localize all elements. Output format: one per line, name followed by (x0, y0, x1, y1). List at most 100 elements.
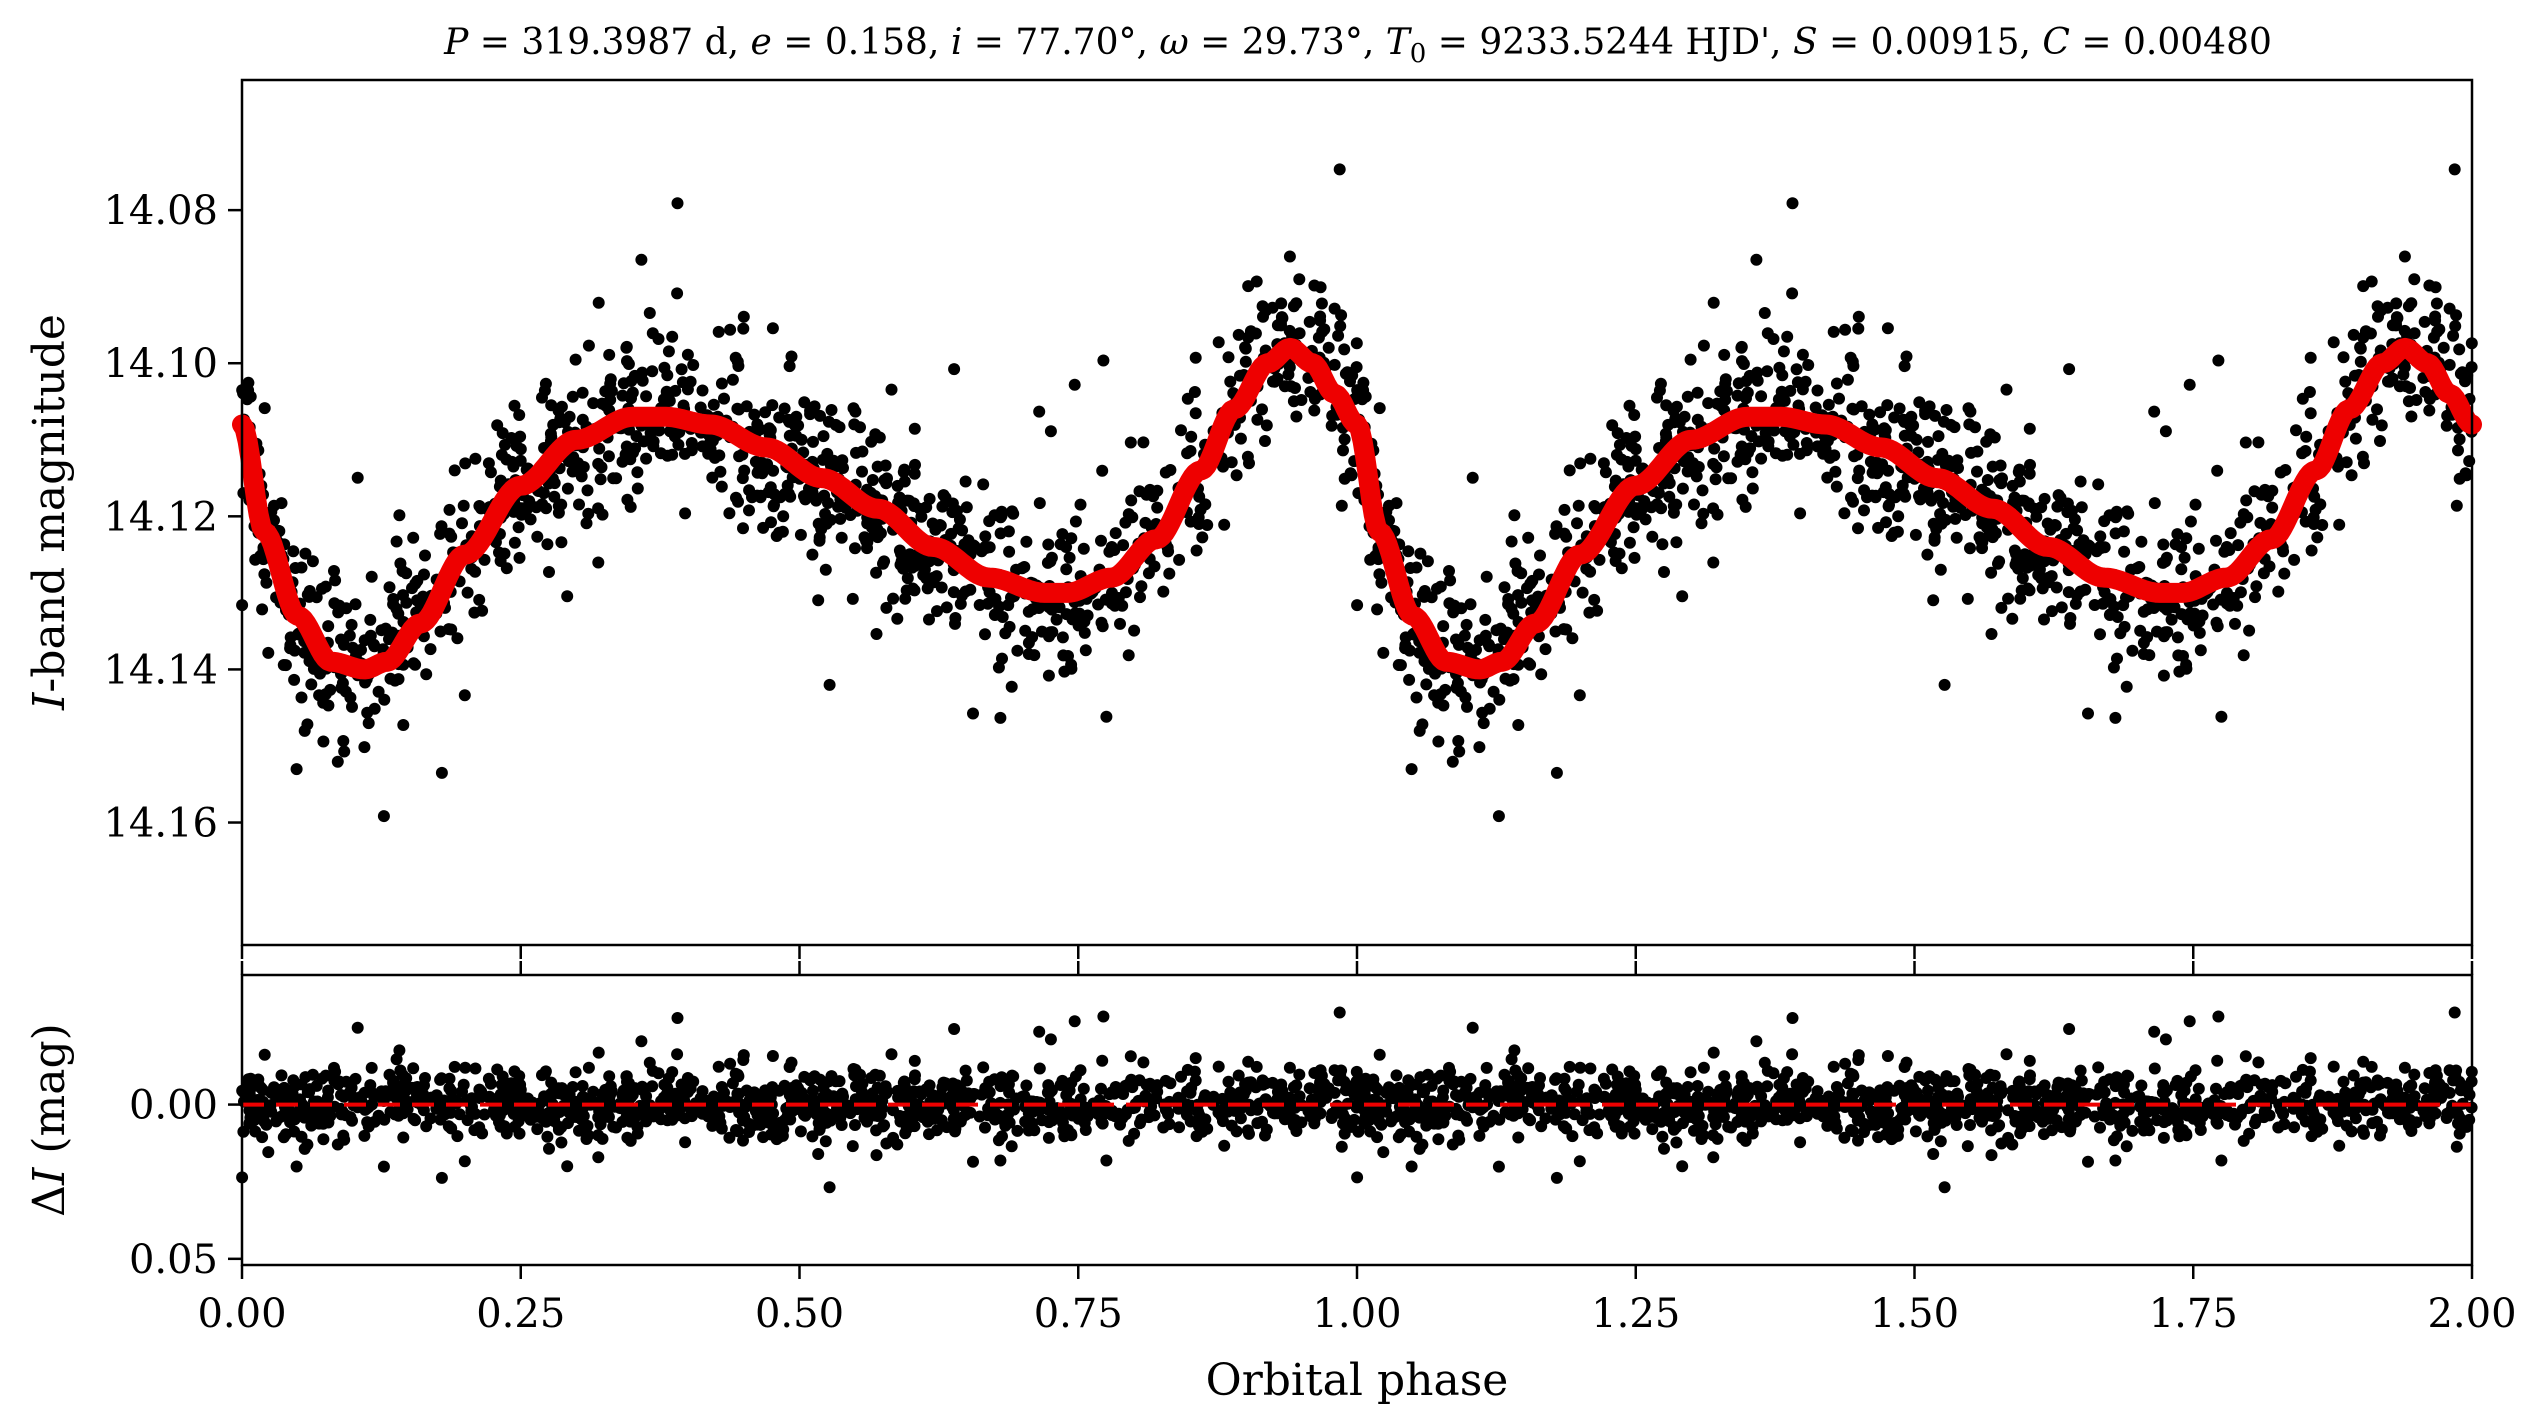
observation-point (2165, 613, 2178, 626)
residual-point (1237, 1088, 1250, 1101)
residual-point (581, 1119, 594, 1132)
observation-point (1418, 590, 1431, 603)
observation-point (604, 373, 617, 386)
observation-point (383, 633, 395, 646)
observation-point (1750, 253, 1763, 266)
residual-point (996, 1130, 1008, 1143)
observation-point (2098, 515, 2111, 528)
observation-point (1794, 507, 1807, 520)
observation-point (420, 668, 433, 681)
residual-point (1283, 1106, 1296, 1119)
observation-point (364, 613, 377, 626)
observation-point (594, 473, 607, 486)
observation-point (1460, 618, 1473, 631)
residual-point (804, 1072, 817, 1085)
residual-point (1711, 1132, 1724, 1145)
observation-point (1882, 464, 1895, 477)
observation-point (1333, 163, 1346, 176)
residual-point (397, 1078, 409, 1091)
observation-point (1432, 696, 1445, 709)
residual-point (2082, 1155, 2094, 1168)
observation-point (1846, 355, 1859, 368)
chart-title: P = 319.3987 d, e = 0.158, i = 77.70°, ω… (443, 22, 2272, 69)
observation-point (767, 500, 780, 513)
observation-point (566, 390, 579, 403)
residual-point (1071, 1108, 1084, 1121)
observation-point (718, 392, 730, 405)
observation-point (1522, 531, 1535, 544)
observation-point (2250, 580, 2263, 593)
observation-point (1922, 435, 1934, 448)
observation-point (1981, 474, 1994, 486)
observation-point (898, 475, 911, 488)
residual-point (538, 1067, 551, 1080)
residual-point (1394, 1105, 1407, 1118)
observation-point (2207, 598, 2220, 611)
residual-point (2347, 1069, 2360, 1082)
observation-point (2450, 499, 2463, 512)
residual-point (873, 1069, 886, 1082)
residual-point (602, 1111, 615, 1123)
observation-point (654, 447, 667, 460)
observation-point (2221, 587, 2233, 599)
observation-point (361, 706, 374, 719)
observation-point (1777, 345, 1790, 358)
observation-point (2094, 530, 2107, 543)
observation-point (2077, 534, 2090, 547)
residual-point (383, 1068, 396, 1081)
observation-point (1054, 538, 1067, 551)
observation-point (1293, 273, 1306, 286)
observation-point (1942, 456, 1955, 469)
residual-point (1786, 1012, 1799, 1024)
observation-point (2381, 301, 2394, 314)
observation-point (1416, 718, 1429, 731)
observation-point (829, 418, 842, 431)
observation-point (1888, 411, 1901, 424)
observation-point (1818, 438, 1831, 451)
observation-point (1996, 472, 2008, 485)
residual-point (737, 1049, 750, 1062)
observation-point (349, 598, 362, 611)
residual-point (1108, 1087, 1121, 1100)
residual-point (1242, 1076, 1255, 1089)
observation-point (540, 502, 553, 515)
observation-point (337, 638, 350, 651)
observation-point (1781, 448, 1794, 461)
observation-point (2366, 413, 2379, 426)
observation-point (1010, 563, 1023, 576)
observation-point (1802, 359, 1815, 371)
residual-point (2036, 1115, 2049, 1128)
observation-point (1944, 418, 1957, 431)
residual-point (1522, 1062, 1535, 1075)
observation-point (2109, 527, 2122, 540)
observation-point (807, 435, 819, 448)
observation-point (783, 429, 796, 442)
residual-point (1627, 1115, 1640, 1128)
observation-point (983, 515, 996, 528)
observation-point (1217, 460, 1229, 473)
observation-point (1458, 629, 1471, 642)
observation-point (1446, 755, 1459, 768)
residual-point (1373, 1048, 1386, 1061)
residual-point (1498, 1068, 1511, 1081)
observation-point (377, 810, 390, 823)
residual-point (1056, 1116, 1069, 1129)
observation-point (1335, 499, 1348, 512)
observation-point (625, 375, 638, 387)
residual-point (1988, 1069, 2001, 1082)
observation-point (1900, 350, 1913, 363)
observation-point (979, 628, 991, 641)
observation-point (2223, 544, 2236, 556)
residual-point (1143, 1105, 1156, 1118)
observation-point (1881, 322, 1894, 335)
observation-point (2229, 617, 2241, 630)
observation-point (2156, 556, 2169, 569)
observation-point (2079, 583, 2092, 596)
residual-point (1919, 1072, 1932, 1085)
observation-point (951, 504, 963, 517)
observation-point (2357, 331, 2370, 344)
observation-point (1830, 377, 1843, 390)
observation-point (1769, 447, 1782, 460)
observation-point (899, 592, 912, 605)
observation-point (1069, 515, 1082, 528)
